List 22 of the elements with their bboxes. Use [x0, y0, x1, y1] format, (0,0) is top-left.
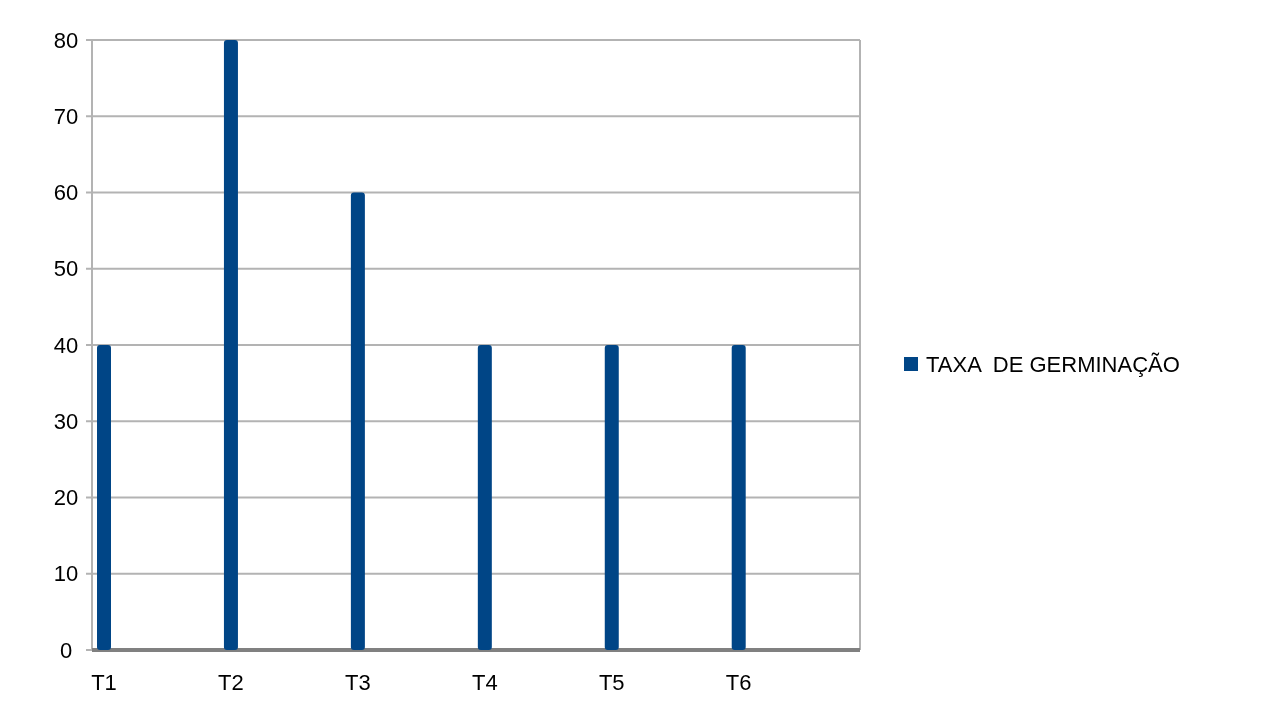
bar — [350, 192, 365, 650]
x-tick-label: T6 — [725, 670, 752, 695]
y-tick-label: 30 — [53, 408, 79, 434]
x-tick-label: T4 — [471, 670, 498, 695]
y-tick-label: 60 — [53, 180, 79, 205]
y-tick-label: 20 — [53, 485, 79, 510]
legend-label: TAXA DE GERMINAÇÃO — [926, 351, 1180, 377]
y-tick-label: 50 — [53, 256, 79, 282]
y-tick-label: 70 — [53, 103, 79, 129]
y-tick-label: 0 — [59, 637, 73, 663]
x-tick-label: T5 — [598, 670, 625, 695]
bar — [604, 345, 619, 650]
y-tick-label: 80 — [53, 27, 79, 53]
x-tick-label: T3 — [345, 670, 371, 695]
y-tick-label: 10 — [53, 561, 79, 587]
y-tick-label: 40 — [53, 332, 79, 358]
x-tick-label: T2 — [218, 670, 244, 695]
bar — [223, 40, 238, 650]
bar — [97, 345, 111, 650]
x-tick-label: T1 — [91, 670, 117, 695]
bar — [731, 345, 746, 650]
bar — [477, 345, 492, 650]
